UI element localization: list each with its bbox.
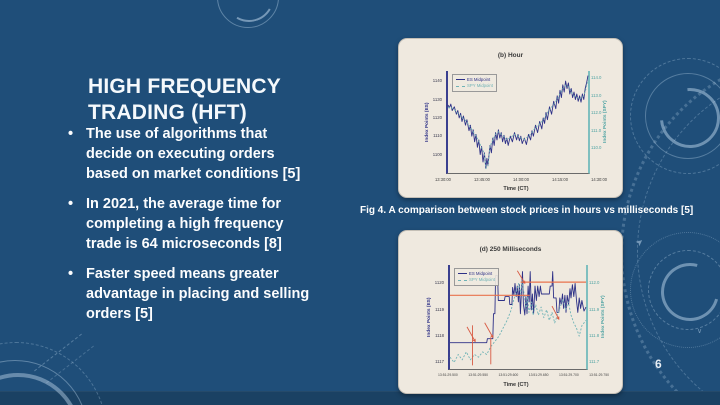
y-tick-label: 1118 xyxy=(435,333,444,339)
chart-legend: ES Midpoint SPY Midpoint xyxy=(452,74,497,93)
decor-circle xyxy=(645,73,720,159)
x-tick-label: 13:51:29.550 xyxy=(468,373,489,377)
y-tick-label: 113.0 xyxy=(591,92,602,98)
bullet-item: Faster speed means greater advantage in … xyxy=(66,264,326,324)
legend-line-sample xyxy=(456,85,465,87)
x-axis-ticks: 13:30:00 13:45:00 14:00:00 14:15:00 14:30:00 xyxy=(435,177,607,182)
decor-circle-dotted xyxy=(630,232,720,348)
slide-title: HIGH FREQUENCY TRADING (HFT) xyxy=(88,75,281,125)
decor-arc xyxy=(218,0,280,28)
page-number: 6 xyxy=(655,357,662,371)
decor-circle-dashed xyxy=(630,58,720,174)
legend-label: ES Midpoint xyxy=(467,76,491,82)
bullet-list: The use of algorithms that decide on exe… xyxy=(66,124,326,334)
x-tick-label: 14:00:00 xyxy=(513,177,529,182)
y-tick-label: 1117 xyxy=(435,359,444,365)
chart-card-hour: (b) Hour Index Points (ES) Index Points … xyxy=(398,38,623,198)
figure-caption: Fig 4. A comparison between stock prices… xyxy=(360,205,694,216)
legend-item: ES Midpoint xyxy=(456,77,493,84)
chart-legend: ES Midpoint SPY Midpoint xyxy=(454,268,499,287)
y-tick-label: 1100 xyxy=(432,151,442,157)
decor-gauge-arc xyxy=(620,50,720,405)
decor-ring xyxy=(647,75,720,161)
legend-label: ES Midpoint xyxy=(469,270,493,276)
y-tick-label: 1119 xyxy=(435,306,444,312)
y-tick-label: 1140 xyxy=(432,78,442,84)
y-tick-label: 112.0 xyxy=(589,280,600,286)
legend-label: SPY Midpoint xyxy=(467,83,493,89)
x-tick-label: 13:51:29.500 xyxy=(438,373,458,377)
y-axis-ticks-left: 1140 1130 1120 1110 1100 xyxy=(428,71,444,173)
y-tick-label: 1120 xyxy=(434,280,444,286)
y-tick-label: 1130 xyxy=(432,96,442,102)
decor-dashed-line xyxy=(34,333,82,372)
legend-line-sample xyxy=(456,79,465,81)
chart-title: (b) Hour xyxy=(497,52,524,59)
y-axis-ticks-left: 1120 1119 1118 1117 xyxy=(430,265,446,369)
y-axis-ticks-right: 112.0 111.9 111.8 111.7 xyxy=(587,265,603,369)
y-tick-label: 111.8 xyxy=(589,333,600,339)
legend-item: ES Midpoint xyxy=(458,271,495,278)
y-tick-label: 114.0 xyxy=(591,75,602,80)
hour-chart xyxy=(447,75,589,170)
decor-dashed-line xyxy=(46,345,94,384)
decor-circle-dashed xyxy=(648,250,720,330)
y-tick-label: 1110 xyxy=(433,133,442,139)
footer-band xyxy=(0,391,720,405)
decor-circle xyxy=(217,0,279,28)
legend-label: SPY Midpoint xyxy=(469,277,495,283)
x-tick-label: 13:51:29.750 xyxy=(589,373,609,377)
plot-area: ES Midpoint SPY Midpoint xyxy=(448,265,588,370)
x-tick-label: 14:15:00 xyxy=(552,177,568,182)
chart-title: (d) 250 Milliseconds xyxy=(479,246,542,253)
x-axis-label: Time (CT) xyxy=(503,382,529,388)
y-tick-label: 1120 xyxy=(432,114,442,120)
y-tick-label: 110.0 xyxy=(591,145,602,151)
legend-line-sample xyxy=(458,279,467,281)
x-tick-label: 13:51:29.600 xyxy=(498,373,519,377)
x-tick-label: 13:51:29.650 xyxy=(528,373,549,377)
y-axis-ticks-right: 114.0 113.0 112.0 111.0 110.0 xyxy=(589,71,605,173)
x-tick-label: 13:45:00 xyxy=(474,177,490,182)
legend-line-sample xyxy=(458,273,467,275)
x-tick-label: 13:51:29.700 xyxy=(558,373,579,377)
decor-gauge-arc xyxy=(637,67,720,405)
decor-chevron-icon: ∨ xyxy=(697,328,703,335)
y-tick-label: 111.9 xyxy=(589,306,600,312)
y-tick-label: 111.7 xyxy=(589,359,600,365)
x-axis-ticks: 13:51:29.500 13:51:29.550 13:51:29.600 13:5… xyxy=(438,373,609,377)
milliseconds-chart xyxy=(449,270,587,366)
decor-arrow-icon: ➤ xyxy=(633,235,646,249)
x-axis-label: Time (CT) xyxy=(503,186,529,192)
legend-item: SPY Midpoint xyxy=(456,83,493,90)
y-tick-label: 111.0 xyxy=(591,127,602,133)
decor-ring xyxy=(650,252,720,332)
bullet-item: The use of algorithms that decide on exe… xyxy=(66,124,326,184)
y-tick-label: 112.0 xyxy=(591,110,602,116)
legend-item: SPY Midpoint xyxy=(458,277,495,284)
chart-card-milliseconds: (d) 250 Milliseconds Index Points (ES) I… xyxy=(398,230,623,394)
x-tick-label: 14:30:00 xyxy=(591,177,607,182)
plot-area: ES Midpoint SPY Midpoint xyxy=(446,71,590,174)
x-tick-label: 13:30:00 xyxy=(435,177,451,182)
bullet-item: In 2021, the average time for completing… xyxy=(66,194,326,254)
